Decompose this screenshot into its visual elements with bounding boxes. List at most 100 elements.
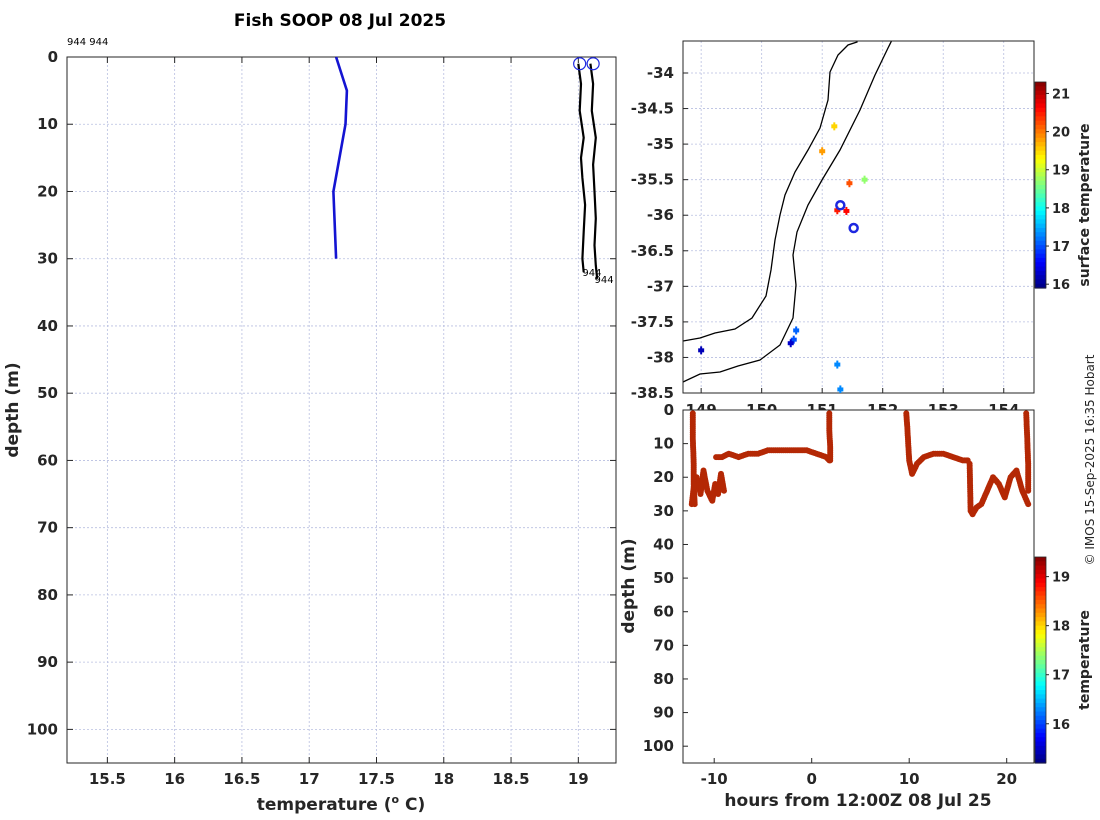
surface-temperature-colorbar-tick-label: 20 — [1052, 126, 1070, 141]
profile-x-tick-label: 16.5 — [223, 770, 260, 788]
profile-y-tick-label: 0 — [48, 48, 58, 66]
temperature-colorbar-swatch — [1035, 750, 1046, 756]
timeseries-observation — [1025, 501, 1032, 508]
temperature-colorbar-swatch — [1035, 711, 1046, 717]
timeseries-observation — [691, 501, 698, 508]
surface-temperature-colorbar-frame — [1034, 81, 1047, 289]
timeseries-x-ticks: -10 0 10 20 — [701, 758, 1017, 788]
temperature-colorbar-swatch — [1035, 728, 1046, 734]
surface-temperature-colorbar-swatch — [1035, 137, 1046, 143]
map-start-circle — [835, 200, 846, 211]
surface-temperature-colorbar-swatch — [1035, 90, 1046, 96]
profile-x-tick-label: 16 — [164, 770, 185, 788]
surface-temperature-colorbar-swatch — [1035, 124, 1046, 130]
temperature-colorbar-swatch — [1035, 720, 1046, 725]
profile-y-tick-label: 100 — [27, 720, 58, 738]
profile-x-tick-label: 18.5 — [493, 770, 530, 788]
surface-temperature-colorbar-swatch — [1035, 206, 1046, 212]
timeseries-y-tick-label: 40 — [653, 535, 674, 553]
map-observation-point — [836, 206, 839, 215]
surface-temperature-colorbar-swatch — [1035, 103, 1046, 109]
surface-temperature-colorbar: 16 17 18 19 20 21 — [1034, 81, 1070, 293]
temperature-colorbar-swatch — [1035, 582, 1046, 588]
shelf-contour — [683, 41, 893, 383]
temperature-colorbar-swatch — [1035, 617, 1046, 622]
surface-temperature-colorbar-swatch — [1035, 154, 1046, 160]
surface-temperature-colorbar-swatch — [1035, 142, 1046, 147]
surface-temperature-colorbar-swatch — [1035, 176, 1046, 182]
surface-temperature-colorbar-swatch — [1035, 270, 1046, 276]
measured-profile-line — [577, 63, 587, 273]
map-observation-point — [792, 335, 795, 344]
surface-temperature-colorbar-swatch — [1035, 257, 1046, 263]
surface-temperature-colorbar-label: surface temperature — [1077, 123, 1093, 286]
timeseries-panel: 0 10 20 30 40 50 60 70 80 90 100 -10 0 10 20 16 17 18 19… — [619, 401, 1093, 811]
profile-y-tick-label: 60 — [37, 451, 58, 469]
timeseries-y-tick-label: 100 — [643, 737, 674, 755]
timeseries-x-tick-label: 0 — [806, 770, 816, 788]
temperature-colorbar-swatch — [1035, 625, 1046, 631]
profile-y-tick-label: 70 — [37, 519, 58, 537]
map-observation-point — [845, 206, 848, 215]
temperature-colorbar-swatch — [1035, 587, 1046, 592]
temperature-colorbar-swatch — [1035, 672, 1046, 678]
temperature-colorbar-swatch — [1035, 629, 1046, 635]
profile-y-tick-label: 10 — [37, 115, 58, 133]
map-start-circle — [848, 222, 859, 234]
surface-temperature-colorbar-swatch — [1035, 266, 1046, 272]
surface-temperature-colorbar-swatch — [1035, 279, 1046, 285]
temperature-colorbar-swatch — [1035, 561, 1046, 567]
climatology-profile-line — [332, 56, 349, 259]
surface-temperature-colorbar-swatch — [1035, 197, 1046, 203]
surface-temperature-colorbar-swatch — [1035, 167, 1046, 173]
surface-temperature-colorbar-swatch — [1035, 86, 1046, 92]
map-observation-point — [795, 326, 798, 335]
profile-x-tick-label: 17.5 — [358, 770, 395, 788]
profile-x-tick-label: 17 — [299, 770, 320, 788]
timeseries-y-tick-label: 60 — [653, 603, 674, 621]
timeseries-x-tick-label: -10 — [701, 770, 728, 788]
surface-temperature-colorbar-swatch — [1035, 120, 1046, 126]
map-y-tick-label: -34.5 — [631, 100, 674, 118]
timeseries-y-label: depth (m) — [619, 538, 639, 633]
surface-temperature-colorbar-swatch — [1035, 185, 1046, 190]
temperature-colorbar-swatch — [1035, 664, 1046, 670]
profile-y-label: depth (m) — [3, 362, 23, 457]
temperature-colorbar-swatch — [1035, 741, 1046, 747]
temperature-colorbar-swatch — [1035, 578, 1046, 584]
profile-y-ticks: 0 10 20 30 40 50 60 70 80 90 100 — [27, 48, 616, 738]
profile-y-tick-label: 40 — [37, 317, 58, 335]
surface-temperature-colorbar-tick-label: 16 — [1052, 278, 1070, 293]
temperature-colorbar-swatch — [1035, 574, 1046, 580]
surface-temperature-colorbar-swatch — [1035, 133, 1046, 139]
profile-end-label: 944 — [582, 268, 601, 279]
surface-temperature-colorbar-swatch — [1035, 240, 1046, 246]
timeseries-y-tick-label: 0 — [664, 401, 674, 419]
temperature-colorbar-swatch — [1035, 715, 1046, 721]
timeseries-y-tick-label: 30 — [653, 502, 674, 520]
map-panel: -34 -34.5 -35 -35.5 -36 -36.5 -37 -37.5 -38 -38.5… — [631, 40, 1093, 419]
surface-temperature-colorbar-swatch — [1035, 82, 1046, 87]
map-observation-point — [833, 122, 836, 131]
profile-x-label: temperature (o C) — [257, 793, 426, 815]
surface-temperature-colorbar-swatch — [1035, 129, 1046, 135]
profile-top-annotation: 944 944 — [67, 37, 108, 48]
temperature-colorbar-swatch — [1035, 557, 1046, 562]
coastline — [683, 41, 858, 342]
surface-temperature-colorbar-tick-label: 18 — [1052, 202, 1070, 217]
temperature-colorbar-swatch — [1035, 642, 1046, 648]
profile-panel: 15.5 16 16.5 17 17.5 18 18.5 19 0 10 20 30 40 50 60 70… — [3, 37, 617, 815]
profile-x-tick-label: 19 — [568, 770, 589, 788]
timeseries-x-tick-label: 20 — [996, 770, 1017, 788]
temperature-colorbar-swatch — [1035, 737, 1046, 743]
timeseries-observation — [827, 457, 834, 464]
timeseries-y-tick-label: 80 — [653, 670, 674, 688]
surface-temperature-colorbar-swatch — [1035, 249, 1046, 255]
profile-start-marker — [573, 57, 587, 71]
credit-text: © IMOS 15-Sep-2025 16:35 Hobart — [1083, 354, 1097, 565]
temperature-colorbar-tick-label: 17 — [1052, 669, 1070, 684]
temperature-colorbar-swatch — [1035, 651, 1046, 657]
temperature-colorbar-swatch — [1035, 621, 1046, 627]
surface-temperature-colorbar-tick-label: 17 — [1052, 240, 1070, 255]
map-y-tick-label: -36 — [647, 206, 674, 224]
